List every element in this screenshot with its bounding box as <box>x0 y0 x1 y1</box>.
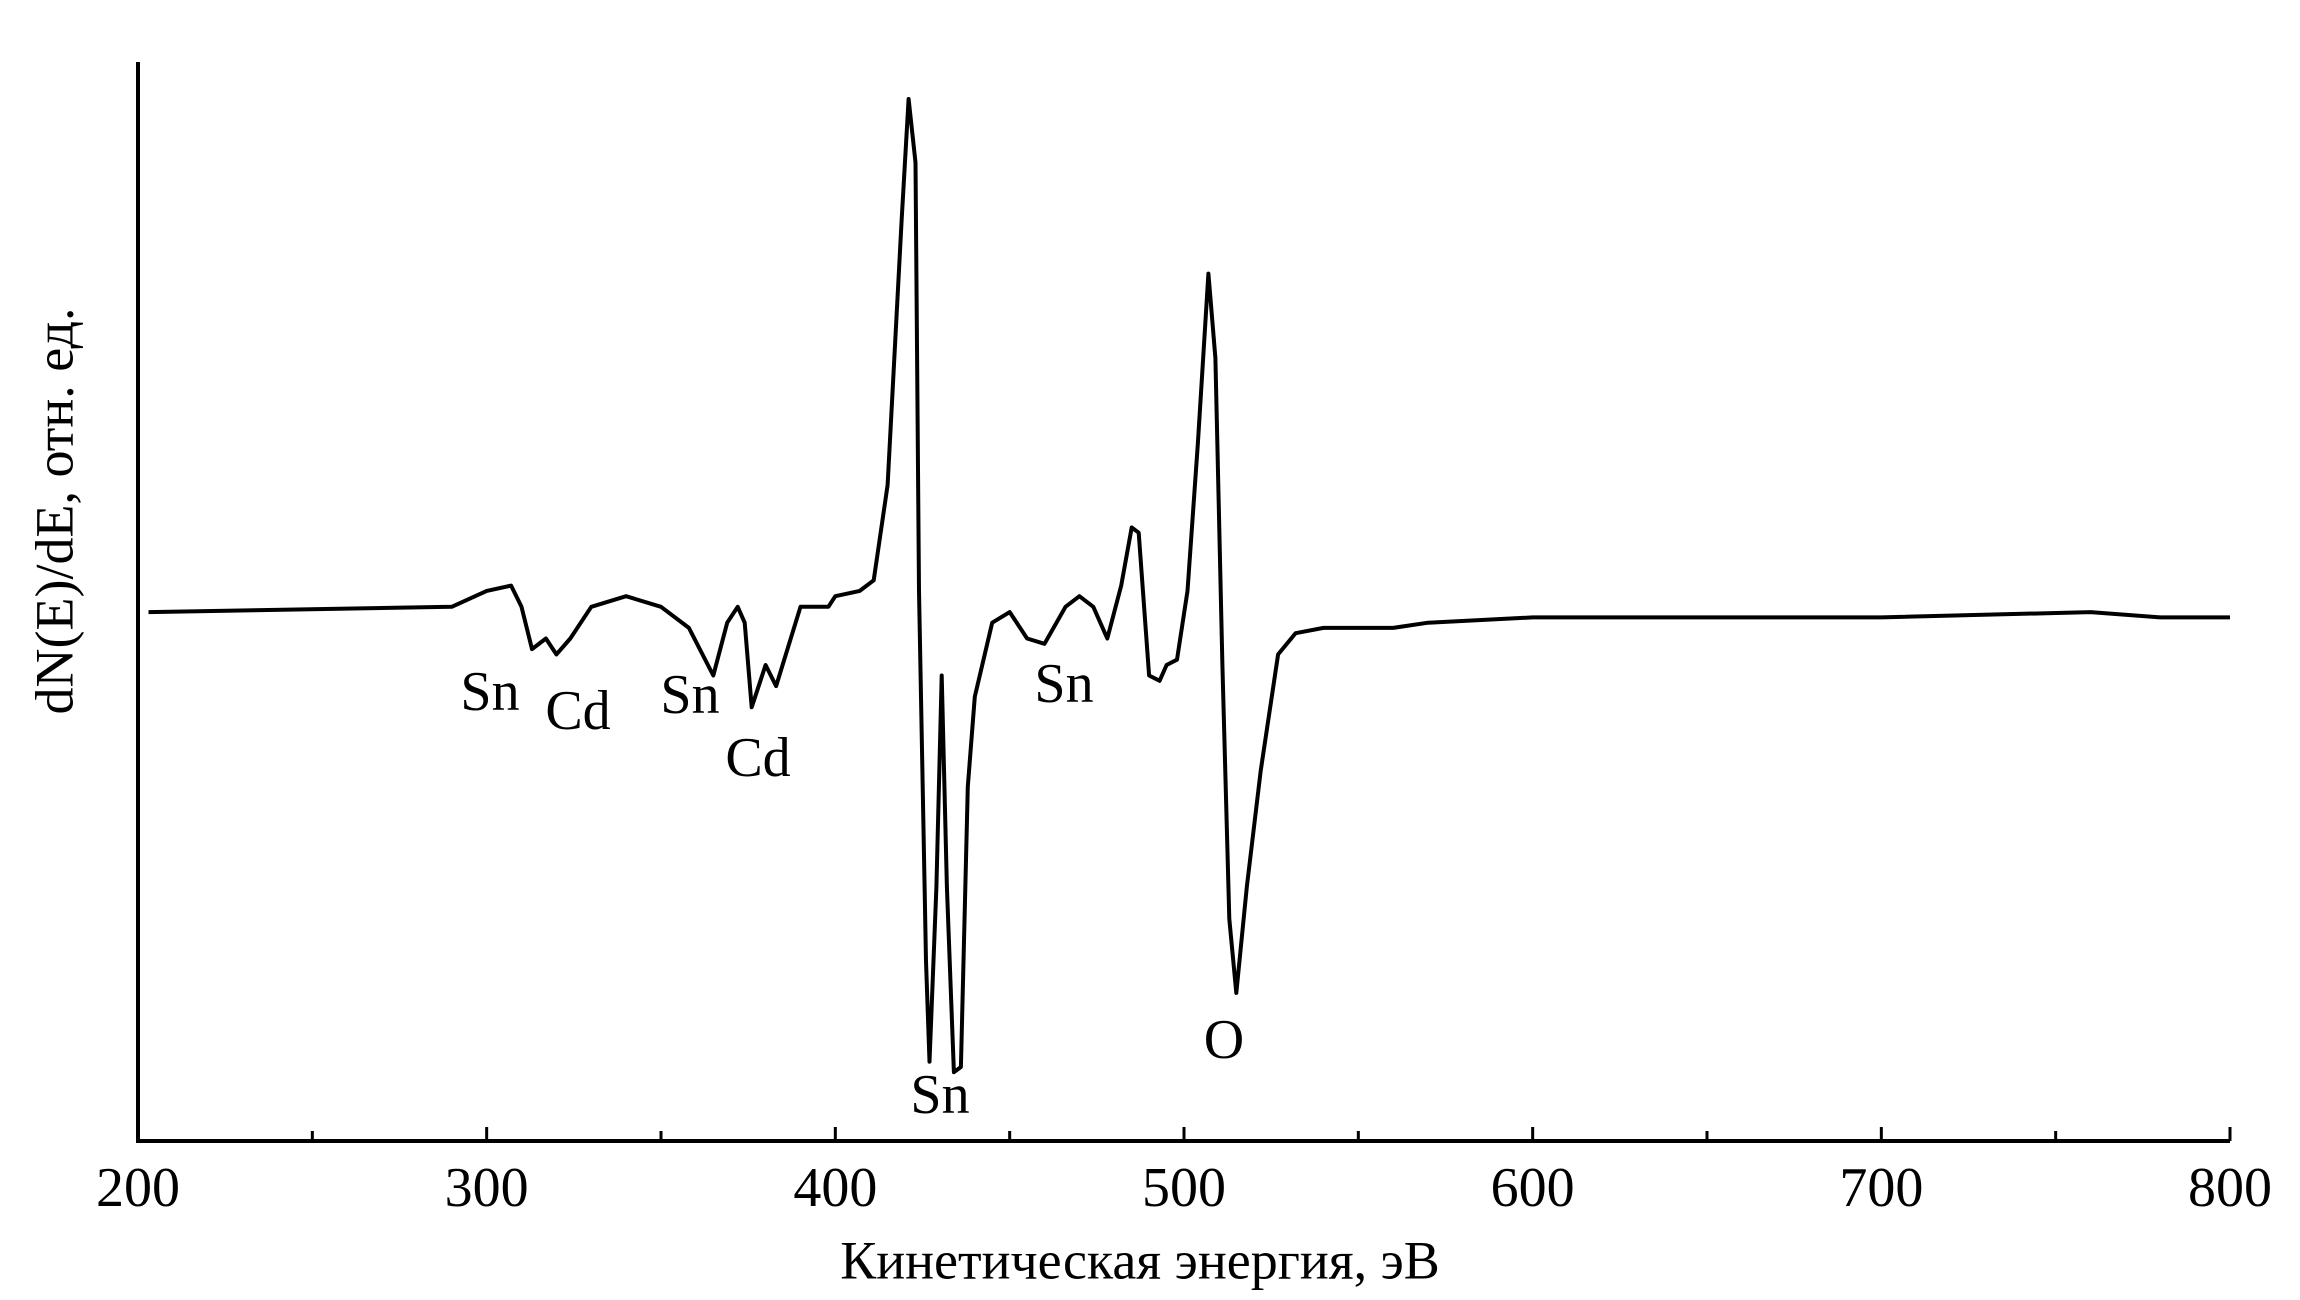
x-tick-label: 800 <box>2188 1157 2272 1219</box>
x-tick-label: 600 <box>1491 1157 1575 1219</box>
peak-annotation: Sn <box>910 1064 969 1126</box>
peak-annotation: Cd <box>545 680 610 742</box>
peak-annotation: Sn <box>460 661 519 723</box>
peak-annotation: Sn <box>660 664 719 726</box>
spectrum-line <box>148 97 2230 1075</box>
peak-annotation: Cd <box>725 727 790 789</box>
x-tick-label: 200 <box>96 1157 180 1219</box>
x-tick-label: 300 <box>445 1157 529 1219</box>
x-tick-label: 700 <box>1839 1157 1923 1219</box>
peak-annotation: Sn <box>1034 653 1093 715</box>
x-tick-label: 400 <box>793 1157 877 1219</box>
x-tick-label: 500 <box>1142 1157 1226 1219</box>
x-axis-label: Кинетическая энергия, эВ <box>840 1230 1440 1290</box>
peak-annotation: O <box>1204 1009 1244 1071</box>
y-axis-label: dN(E)/dE, отн. ед. <box>24 308 84 715</box>
